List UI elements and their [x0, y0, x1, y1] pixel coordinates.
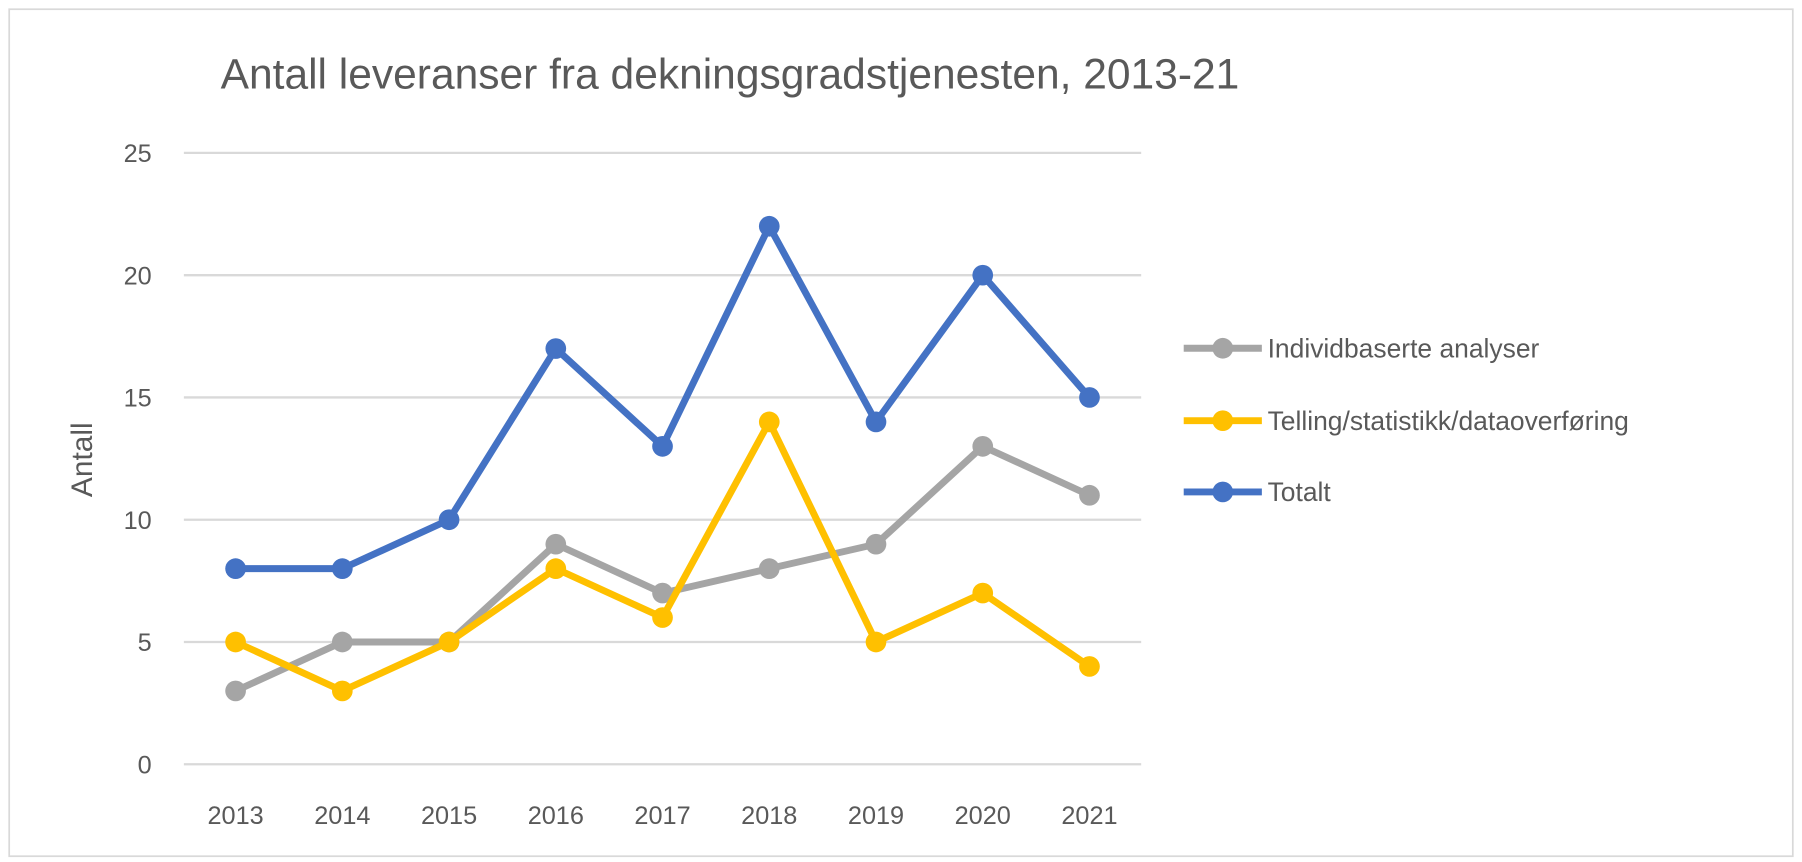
data-point — [225, 631, 246, 653]
data-point — [331, 631, 353, 653]
x-tick-label: 2016 — [528, 802, 584, 830]
series-1 — [225, 411, 1100, 702]
data-point — [1079, 387, 1100, 408]
data-point — [972, 264, 994, 286]
legend-item: Individbaserte analyser — [1183, 333, 1540, 363]
data-point — [652, 436, 673, 457]
data-point — [758, 558, 780, 579]
data-point — [545, 338, 567, 359]
data-point — [652, 607, 673, 628]
x-tick-label: 2018 — [741, 802, 797, 830]
y-axis-label: Antall — [66, 422, 99, 497]
x-tick-label: 2014 — [314, 802, 370, 830]
x-tick-label: 2020 — [955, 802, 1011, 830]
legend-label: Telling/statistikk/dataoverføring — [1268, 406, 1629, 436]
legend-marker — [1212, 337, 1234, 359]
x-tick-label: 2017 — [634, 802, 690, 830]
legend-label: Individbaserte analyser — [1268, 333, 1540, 363]
x-tick-label: 2021 — [1061, 802, 1117, 830]
legend-item: Telling/statistikk/dataoverføring — [1183, 406, 1629, 436]
data-point — [331, 680, 353, 702]
data-point — [865, 631, 887, 653]
legend-item: Totalt — [1183, 477, 1332, 507]
data-point — [972, 436, 994, 457]
legend-marker — [1212, 481, 1234, 503]
data-point — [545, 558, 567, 579]
data-point — [865, 411, 887, 433]
x-tick-label: 2015 — [421, 802, 477, 830]
legend-marker — [1212, 410, 1234, 431]
data-point — [438, 509, 460, 531]
data-point — [652, 582, 673, 604]
legend-label: Totalt — [1268, 477, 1332, 507]
x-tick-label: 2019 — [848, 802, 904, 830]
chart-title: Antall leveranser fra dekningsgradstjene… — [221, 52, 1240, 99]
data-point — [865, 533, 887, 555]
data-point — [225, 558, 246, 579]
data-point — [331, 558, 353, 579]
data-point — [545, 533, 567, 555]
data-point — [1079, 656, 1100, 677]
series-2 — [225, 215, 1100, 579]
data-point — [972, 582, 994, 604]
data-point — [758, 215, 780, 237]
data-point — [1079, 484, 1100, 506]
data-point — [225, 680, 246, 702]
y-tick-label: 15 — [124, 385, 152, 413]
data-point — [758, 411, 780, 433]
y-tick-label: 10 — [124, 507, 152, 535]
y-tick-label: 0 — [138, 751, 152, 779]
y-tick-label: 20 — [124, 262, 152, 290]
data-point — [438, 631, 460, 653]
y-tick-label: 5 — [138, 629, 152, 657]
series-0 — [225, 436, 1100, 702]
chart-border — [8, 8, 1794, 858]
y-tick-label: 25 — [124, 140, 152, 168]
x-tick-label: 2013 — [207, 802, 263, 830]
